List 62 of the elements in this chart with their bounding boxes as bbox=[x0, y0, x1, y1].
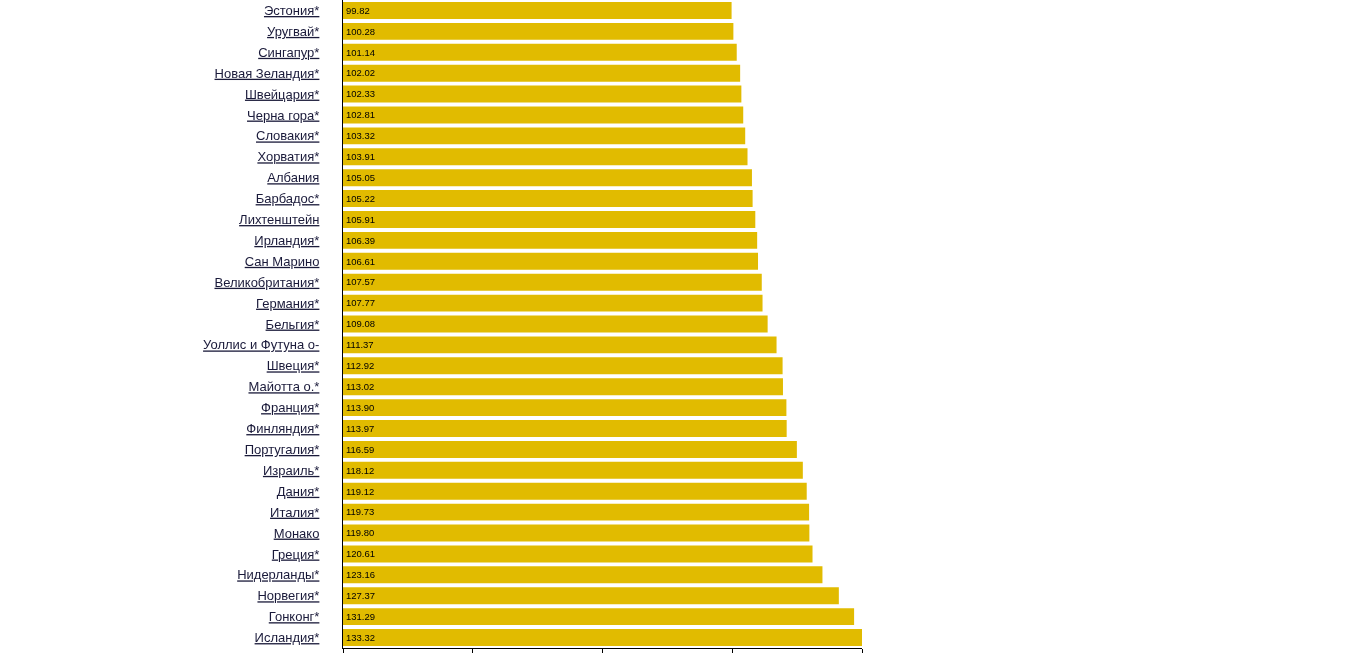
y-tick-label: Черна гора* bbox=[247, 107, 320, 123]
data-label: 105.05 bbox=[346, 171, 375, 183]
data-label: 106.61 bbox=[346, 255, 375, 267]
data-label: 119.73 bbox=[346, 506, 375, 518]
data-label: 103.91 bbox=[346, 151, 375, 163]
data-label: 119.80 bbox=[346, 527, 375, 539]
y-tick-label: Сан Марино bbox=[244, 253, 320, 269]
data-label: 107.57 bbox=[346, 276, 375, 288]
data-label: 116.59 bbox=[346, 443, 375, 455]
y-tick-label: Хорватия* bbox=[257, 149, 320, 165]
data-label: 111.37 bbox=[346, 339, 374, 351]
data-label: 127.37 bbox=[346, 590, 375, 602]
y-tick-label: Великобритания* bbox=[214, 274, 320, 290]
data-label: 113.02 bbox=[346, 380, 375, 392]
y-tick-label: Бельгия* bbox=[265, 316, 320, 332]
data-label: 101.14 bbox=[346, 46, 375, 58]
y-tick-label: Монако bbox=[273, 525, 320, 541]
data-label: 103.32 bbox=[346, 130, 375, 142]
y-tick-label: Дания* bbox=[276, 483, 320, 499]
data-label: 102.33 bbox=[346, 88, 375, 100]
y-tick-label: Сингапур* bbox=[258, 44, 320, 60]
y-tick-label: Уоллис и Футуна о- bbox=[203, 337, 320, 353]
y-tick-label: Франция* bbox=[261, 400, 320, 416]
data-label: 131.29 bbox=[346, 610, 375, 622]
data-label: 105.91 bbox=[346, 213, 375, 225]
y-tick-label: Словакия* bbox=[256, 128, 320, 144]
data-label: 133.32 bbox=[346, 631, 375, 643]
data-label: 113.97 bbox=[346, 422, 375, 434]
data-label: 123.16 bbox=[346, 569, 375, 581]
y-tick-label: Майотта о.* bbox=[248, 379, 320, 395]
y-tick-label: Албания bbox=[267, 170, 320, 186]
data-label: 102.02 bbox=[346, 67, 375, 79]
y-tick-label: Германия* bbox=[256, 295, 320, 311]
y-tick-label: Италия* bbox=[270, 504, 320, 520]
data-label: 105.22 bbox=[346, 192, 375, 204]
y-tick-label: Португалия* bbox=[244, 441, 320, 457]
y-tick-label: Эстония* bbox=[263, 3, 320, 18]
y-tick-label: Швеция* bbox=[266, 358, 320, 374]
y-tick-label: Гонконг* bbox=[268, 609, 320, 625]
y-tick-label: Ирландия* bbox=[254, 232, 320, 248]
data-label: 113.90 bbox=[346, 401, 375, 413]
data-label: 100.28 bbox=[346, 25, 375, 37]
data-label: 112.92 bbox=[346, 360, 375, 372]
data-label: 106.39 bbox=[346, 234, 375, 246]
data-label: 118.12 bbox=[346, 464, 375, 476]
y-tick-label: Новая Зеландия* bbox=[214, 65, 320, 81]
data-label: 120.61 bbox=[346, 548, 375, 560]
y-tick-label: Финляндия* bbox=[246, 421, 320, 437]
data-label: 109.08 bbox=[346, 318, 375, 330]
data-label: 107.77 bbox=[346, 297, 375, 309]
y-tick-label: Греция* bbox=[271, 546, 320, 562]
y-tick-label: Швейцария* bbox=[244, 86, 320, 102]
data-label: 99.82 bbox=[346, 4, 370, 16]
y-tick-label: Барбадос* bbox=[255, 191, 320, 207]
y-tick-label: Израиль* bbox=[262, 462, 320, 478]
y-tick-label: Норвегия* bbox=[257, 588, 320, 604]
y-tick-label: Уругвай* bbox=[267, 23, 320, 39]
y-tick-label: Лихтенштейн bbox=[239, 212, 320, 228]
data-label: 102.81 bbox=[346, 109, 375, 121]
data-label: 119.12 bbox=[346, 485, 375, 497]
y-tick-label: Исландия* bbox=[254, 630, 320, 646]
y-tick-label: Нидерланды* bbox=[237, 567, 320, 583]
